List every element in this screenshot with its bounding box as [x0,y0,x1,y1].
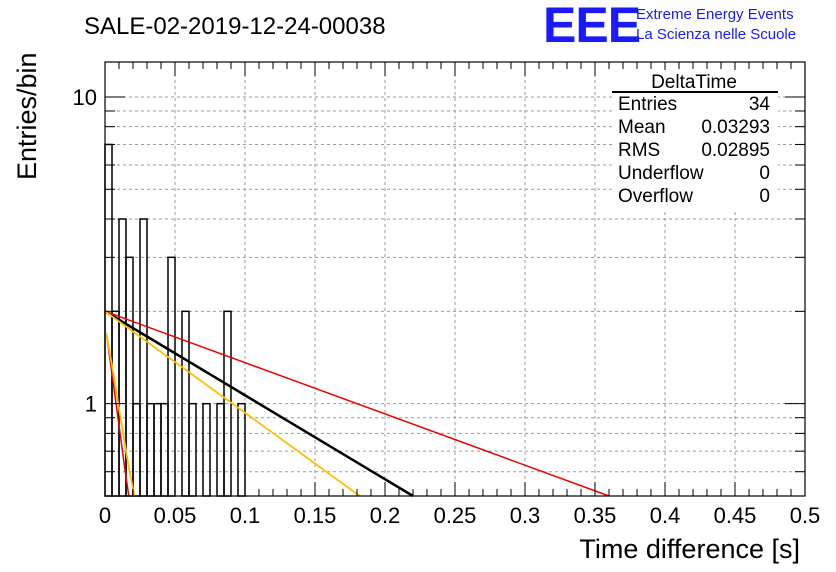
chart-title: SALE-02-2019-12-24-00038 [84,13,386,40]
x-tick-label: 0.25 [434,503,477,528]
stats-value: 0 [759,163,770,184]
eee-logo: EEE Extreme Energy Events La Scienza nel… [543,0,796,53]
fit-line [104,310,361,497]
x-tick-label: 0.4 [650,503,681,528]
stats-box-background [612,70,778,212]
stats-value: 0 [759,186,770,207]
axis-ticks: 1 10 0 0.05 0.1 0.15 0.2 0.25 0.3 0.35 0.4 0.45 0.5 [73,62,821,528]
fit-line [105,332,130,497]
fit-curves [104,310,610,498]
histogram-bin [139,218,148,497]
x-tick-label: 0.5 [790,503,821,528]
histogram-bin [167,256,176,497]
stats-label: RMS [618,140,660,161]
y-axis-label: Entries/bin [12,52,42,180]
stats-label: Entries [618,94,677,115]
eee-logo-line1: Extreme Energy Events [636,6,794,23]
fit-line [104,310,610,497]
stats-label: Underflow [618,163,704,184]
stats-box: DeltaTime Entries 34 Mean 0.03293 RMS 0.… [612,70,778,212]
stats-value: 0.02895 [701,140,770,161]
x-tick-label: 0.05 [154,503,197,528]
fit-line [105,332,136,497]
stats-value: 34 [749,94,771,115]
x-axis-label: Time difference [s] [579,534,800,564]
x-tick-label: 0.15 [294,503,337,528]
histogram-bin [104,143,113,497]
stats-value: 0.03293 [701,117,770,138]
x-tick-label: 0.35 [574,503,617,528]
y-tick-label: 1 [85,392,97,417]
fit-line [104,310,414,498]
eee-logo-line2: La Scienza nelle Scuole [636,26,796,43]
x-tick-label: 0.2 [370,503,401,528]
y-tick-label: 10 [73,85,97,110]
eee-logo-mark: EEE [543,0,640,53]
x-tick-label: 0.45 [714,503,757,528]
stats-title: DeltaTime [651,72,737,93]
x-tick-label: 0.1 [230,503,261,528]
x-tick-label: 0.3 [510,503,541,528]
histogram [104,143,246,497]
x-tick-label: 0 [99,503,111,528]
stats-label: Overflow [618,186,693,207]
stats-label: Mean [618,117,666,138]
